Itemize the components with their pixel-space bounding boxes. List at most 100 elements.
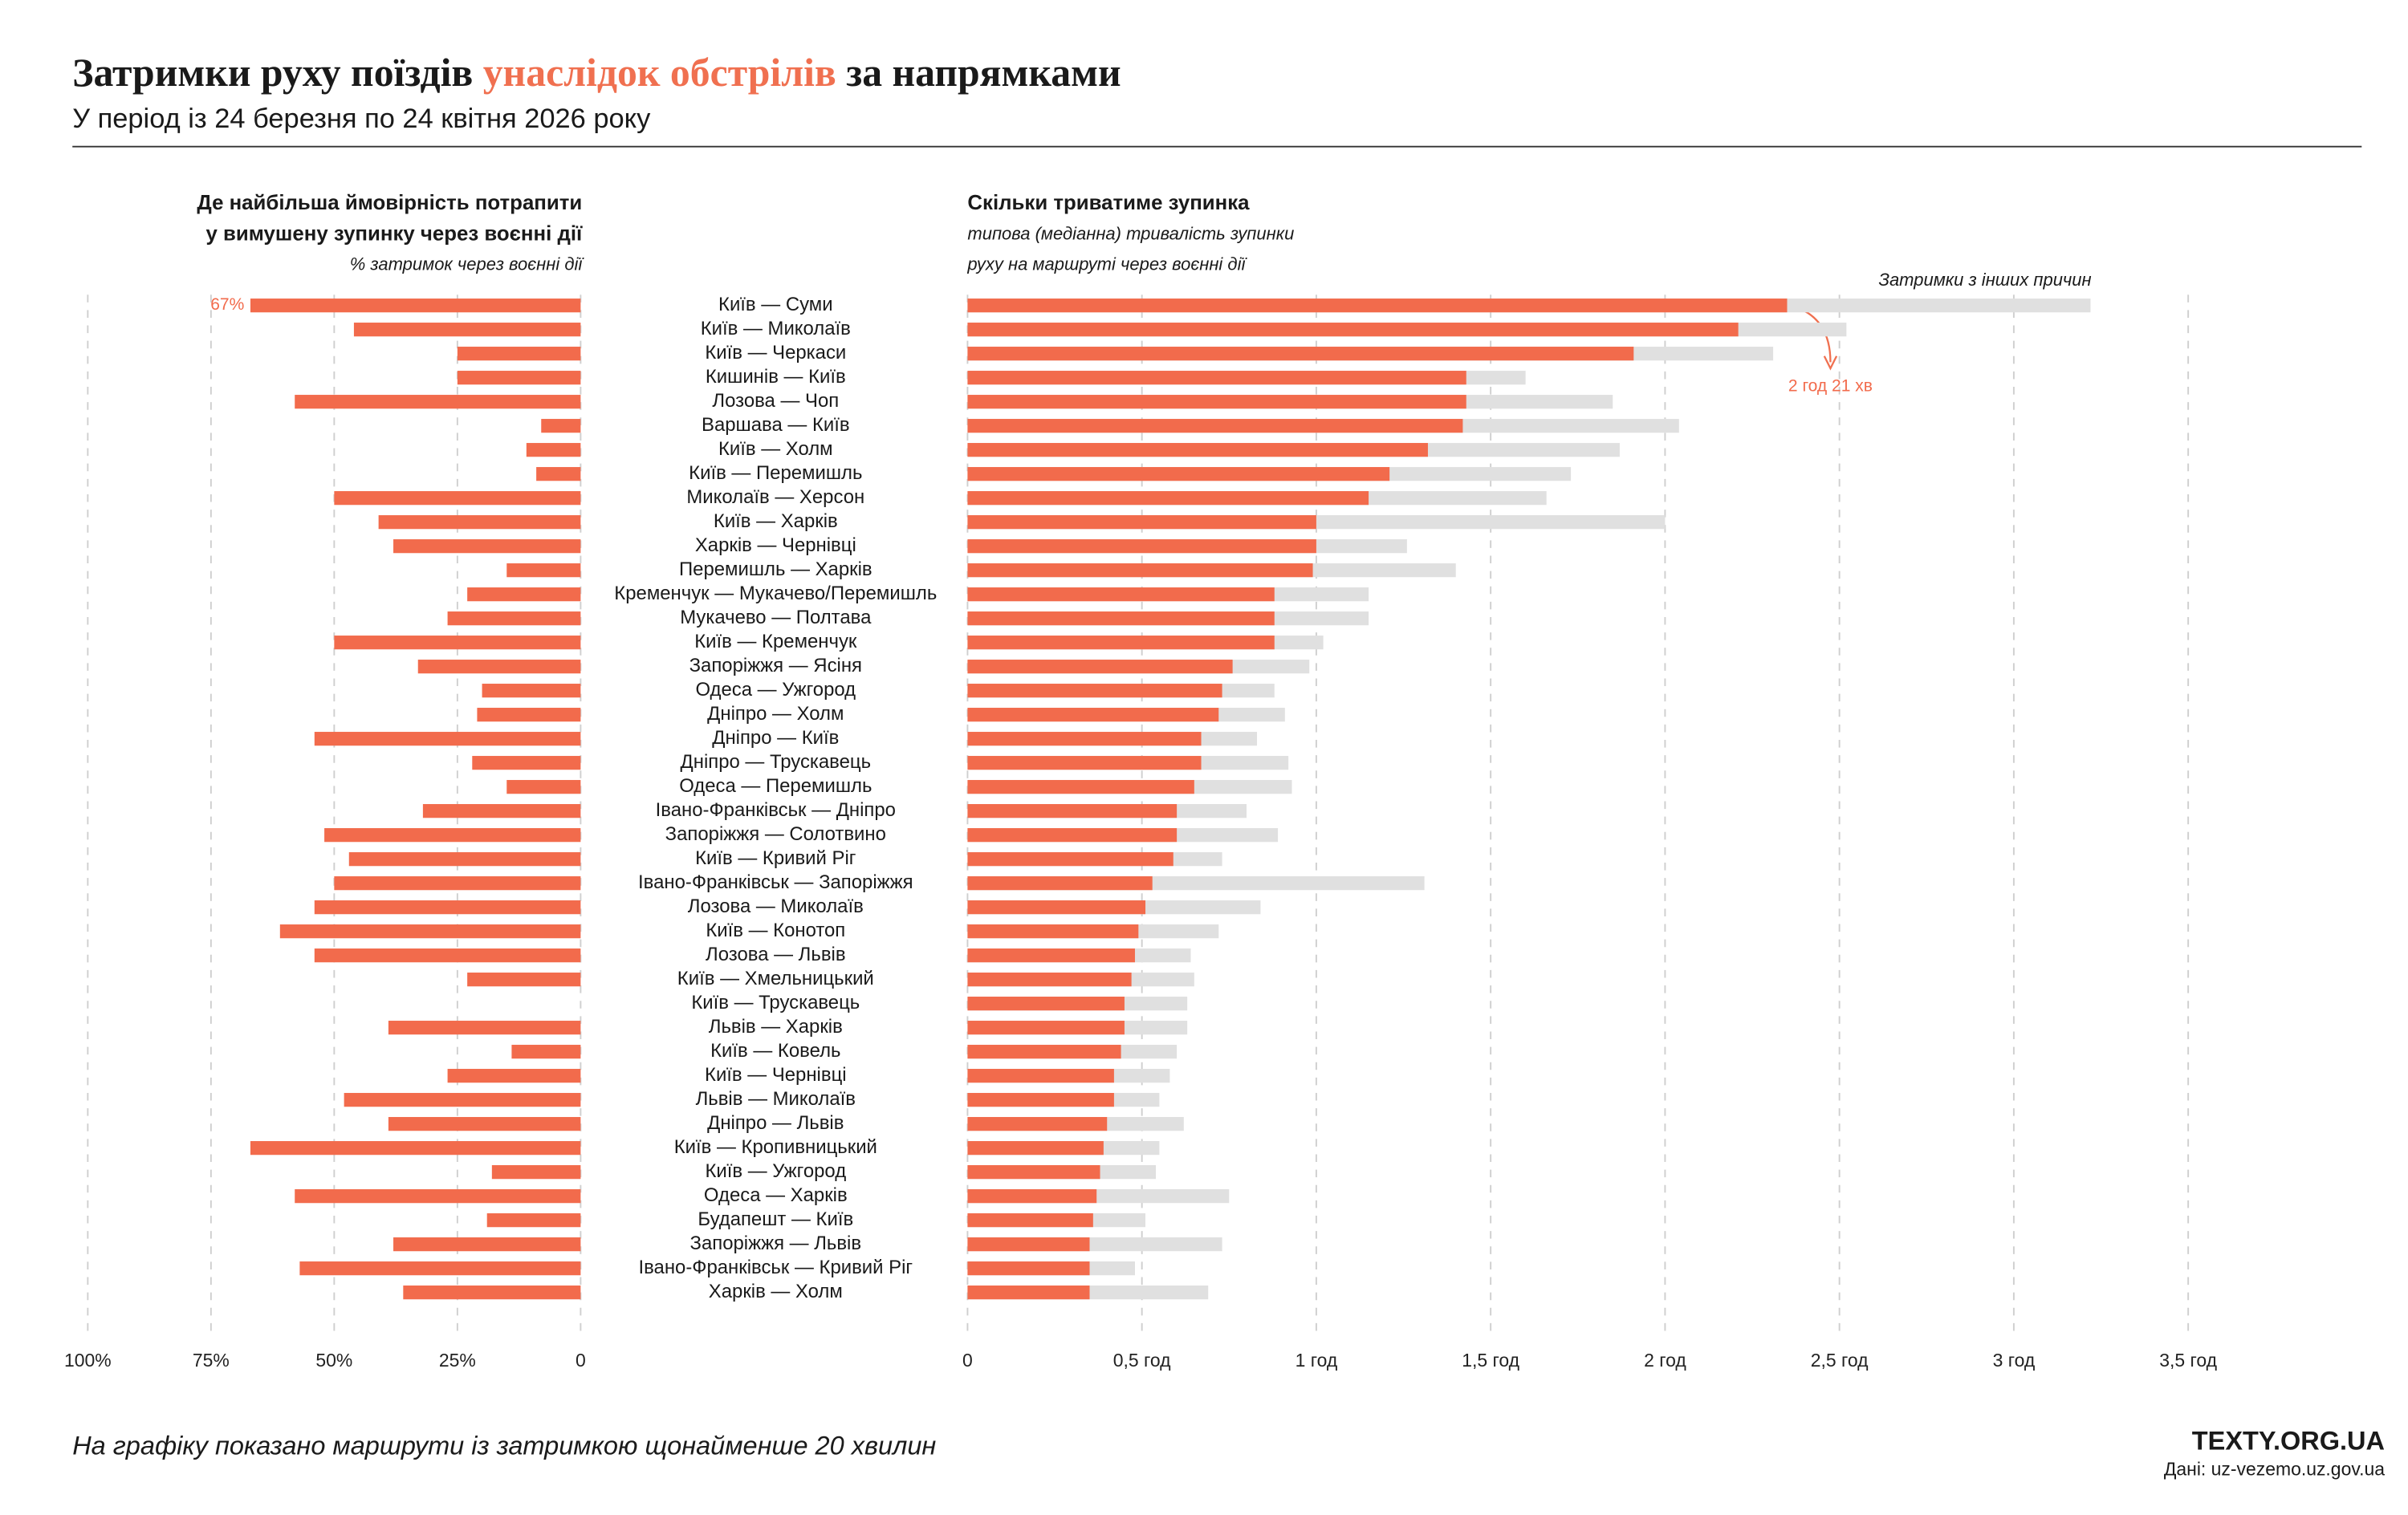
bar [967,708,1219,722]
category-label: Київ — Перемишль [689,462,862,484]
category-label: Лозова — Чоп [712,390,839,412]
source: Дані: uz-vezemo.uz.gov.ua [2164,1459,2385,1480]
bar [967,347,1634,361]
bar [482,684,581,698]
bar [506,780,581,794]
bar [511,1045,581,1059]
bar [967,756,1202,770]
bar [393,1237,581,1252]
bar [967,924,1139,939]
category-label: Кременчук — Мукачево/Перемишль [614,583,937,604]
bar [967,491,1369,506]
bar [967,997,1125,1011]
category-label: Одеса — Харків [704,1184,848,1206]
bar [250,299,581,313]
x-tick-label: 0 [962,1350,973,1371]
bar [295,395,581,409]
category-label: Кишинів — Київ [706,366,846,388]
bar [967,636,1275,650]
bar [967,1261,1090,1276]
category-label: Запоріжжя — Солотвино [665,823,886,845]
bar [314,900,581,915]
bar [457,347,581,361]
bar [334,876,581,891]
x-tick-label: 2 год [1644,1350,1686,1371]
bar [967,1165,1100,1180]
bar [486,1213,581,1228]
category-label: Івано-Франківськ — Запоріжжя [638,871,913,893]
category-label: Київ — Кропивницький [674,1136,877,1158]
legend-label: Затримки з інших причин [1878,270,2091,290]
title-part: за напрямками [846,51,1121,95]
bar [967,1286,1090,1300]
bar [334,491,581,506]
bar [314,948,581,963]
bar [967,876,1153,891]
bar [393,539,581,554]
bar [536,467,581,481]
bar [967,1141,1104,1156]
x-tick-label: 3,5 год [2159,1350,2217,1371]
bar [967,1021,1125,1035]
bar [422,804,581,818]
footnote: На графіку показано маршрути із затримко… [72,1431,936,1460]
value-label: 67% [210,295,244,314]
category-label: Київ — Суми [718,294,833,315]
x-tick-label: 100% [64,1350,112,1371]
left-title: у вимушену зупинку через воєнні дії [206,222,583,245]
bar [541,419,581,433]
subtitle: У період із 24 березня по 24 квітня 2026… [72,104,651,134]
category-label: Івано-Франківськ — Кривий Ріг [638,1257,913,1278]
category-label: Київ — Холм [718,438,833,460]
category-label: Одеса — Ужгород [695,679,856,701]
right-subtitle: типова (медіанна) тривалість зупинки [967,223,1294,243]
bar [967,1045,1121,1059]
bar [967,852,1173,867]
bar [967,948,1135,963]
category-label: Будапешт — Київ [698,1208,853,1230]
bar [250,1141,581,1156]
category-label: Київ — Кременчук [694,631,857,652]
x-tick-label: 25% [439,1350,476,1371]
bar [447,1069,581,1083]
bar [967,515,1316,530]
bar [353,323,581,337]
x-tick-label: 75% [193,1350,230,1371]
bar [967,1117,1108,1131]
category-label: Івано-Франківськ — Дніпро [656,799,896,821]
title-part: Затримки руху поїздів [72,51,473,95]
bar [967,1213,1093,1228]
bar [967,419,1463,433]
bar [967,900,1146,915]
bar [967,395,1466,409]
bar [403,1286,581,1300]
bar [967,1093,1114,1107]
bar [491,1165,581,1180]
category-label: Дніпро — Трускавець [681,751,872,773]
category-label: Лозова — Миколаїв [688,896,864,917]
category-label: Дніпро — Київ [712,727,839,749]
bar [467,973,581,987]
bar [348,852,581,867]
left-axis-label: % затримок через воєнні дії [350,254,585,274]
bar [295,1189,581,1204]
bar [344,1093,581,1107]
category-label: Дніпро — Львів [707,1112,844,1134]
bar [967,611,1275,626]
bar [967,323,1739,337]
bar [526,443,581,457]
bar [467,587,581,602]
bar [967,443,1428,457]
bar [314,732,581,746]
category-label: Варшава — Київ [702,414,850,436]
bar [477,708,581,722]
bar [967,780,1194,794]
category-label: Київ — Ужгород [705,1160,846,1182]
bar [967,732,1202,746]
bar [967,539,1316,554]
category-label: Миколаїв — Херсон [686,486,864,508]
bar [299,1261,581,1276]
bar [967,371,1466,385]
bar [967,684,1222,698]
category-label: Мукачево — Полтава [680,607,872,628]
